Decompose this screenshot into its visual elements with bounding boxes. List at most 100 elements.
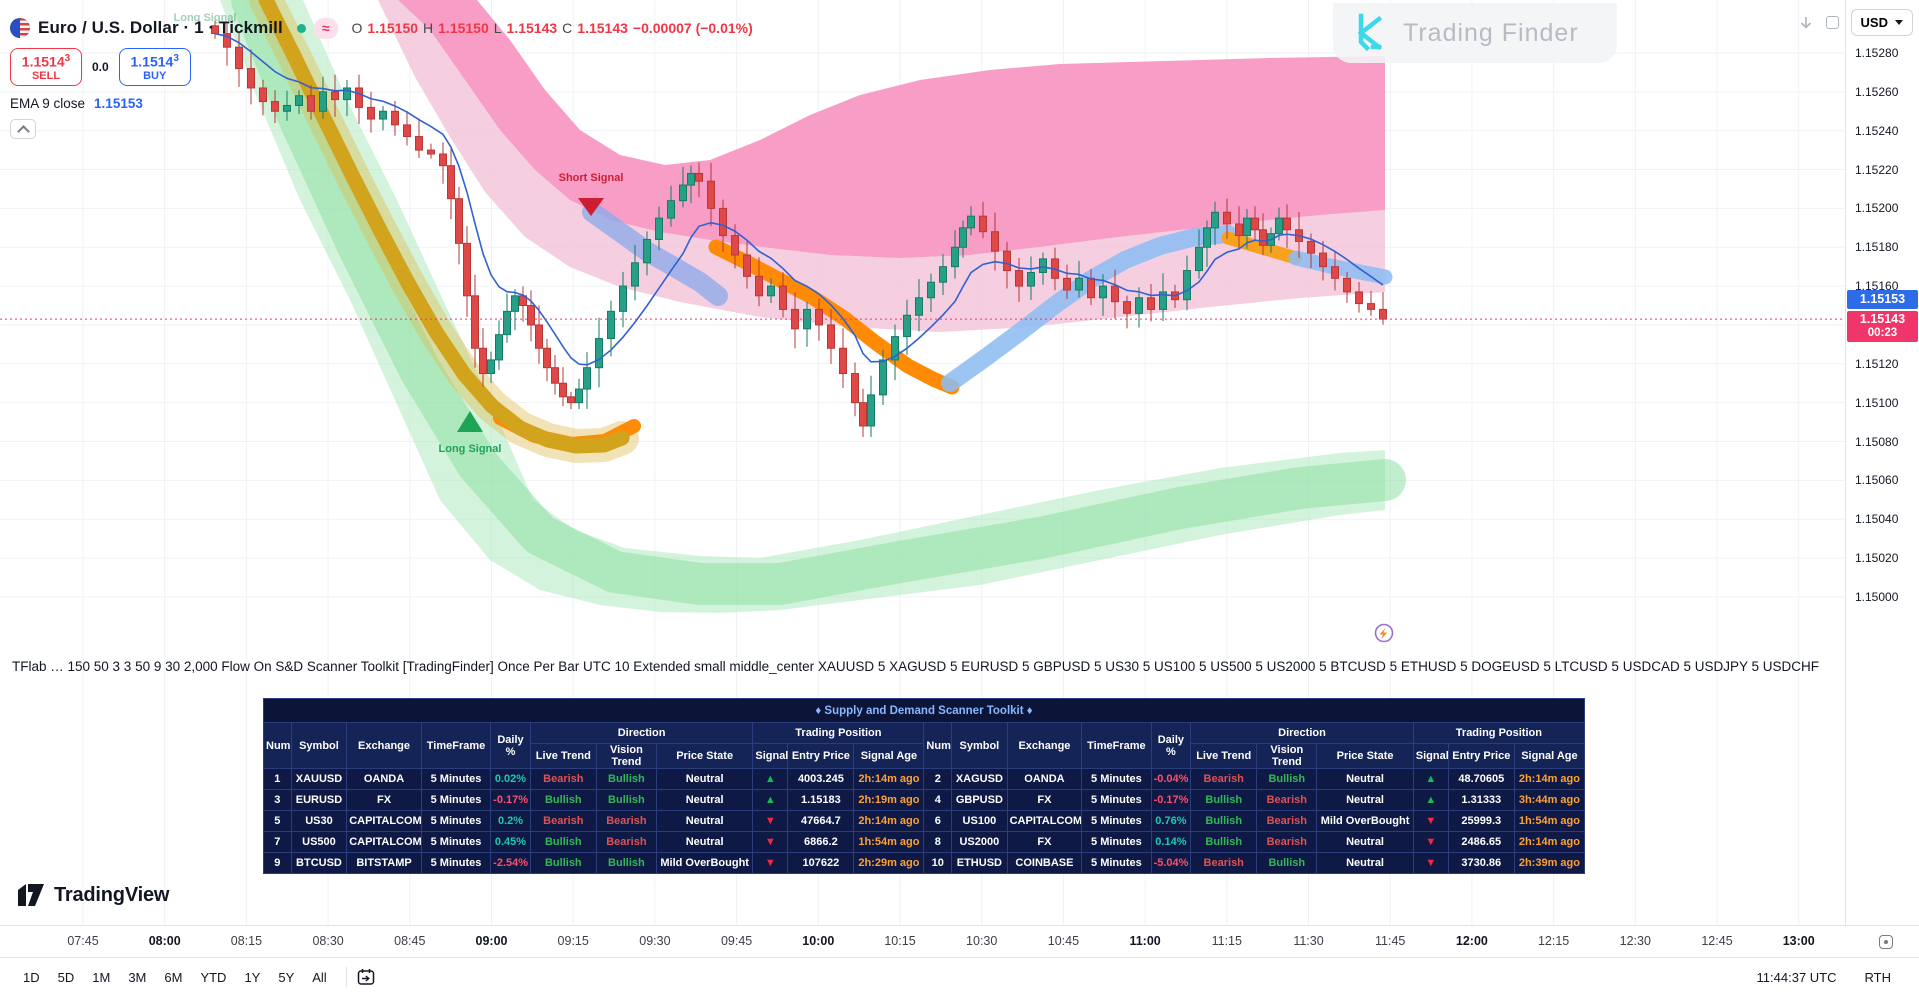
signal-age-cell: 2h:14m ago [853, 768, 925, 790]
price-axis-label: 1.15080 [1855, 434, 1899, 449]
scanner-header: Exchange [1006, 722, 1083, 769]
range-YTD[interactable]: YTD [200, 969, 227, 985]
live-trend-cell: Bullish [529, 789, 597, 811]
num-cell: 6 [923, 810, 953, 832]
ohlc-values: O 1.15150 H 1.15150 L 1.15143 C 1.15143 −0.0… [352, 20, 753, 36]
low-value: 1.15143 [506, 20, 558, 36]
price-state-cell: Neutral [655, 831, 754, 853]
num-cell: 3 [263, 789, 292, 811]
open-value: 1.15150 [367, 20, 419, 36]
open-label: O [351, 20, 363, 36]
vision-trend-cell: Bearish [595, 831, 657, 853]
symbol-cell: XAGUSD [951, 768, 1008, 790]
num-cell: 2 [923, 768, 953, 790]
range-1D[interactable]: 1D [23, 969, 40, 985]
tradingview-logo-icon [18, 884, 44, 906]
range-1Y[interactable]: 1Y [244, 969, 261, 985]
ema-indicator-name: EMA 9 close [10, 96, 86, 111]
tradingview-logo[interactable]: TradingView [16, 882, 169, 908]
date-range-switcher: 1D 5D 1M 3M 6M YTD 1Y 5Y All [14, 966, 336, 989]
price-axis-label: 1.15180 [1855, 240, 1899, 255]
time-axis-settings-icon[interactable] [1879, 935, 1893, 949]
scroll-to-recent-icon[interactable] [1798, 15, 1814, 31]
symbol-title[interactable]: Euro / U.S. Dollar · 1 · Tickmill [38, 18, 283, 37]
range-All[interactable]: All [312, 969, 327, 985]
daily-percent-cell: -0.17% [1150, 789, 1192, 811]
vision-trend-cell: Bullish [1256, 852, 1318, 874]
long-faded-signal-label: Long Signal [174, 12, 237, 24]
buy-button[interactable]: 1.15143 BUY [118, 48, 191, 86]
signal-icon-cell: ▼ [1412, 831, 1449, 853]
ema-indicator-value: 1.15153 [94, 96, 143, 111]
price-axis-label: 1.15120 [1855, 356, 1899, 371]
short-signal-label: Short Signal [559, 172, 624, 184]
vision-trend-cell: Bullish [595, 768, 657, 790]
range-5Y[interactable]: 5Y [278, 969, 295, 985]
time-axis-label: 09:15 [557, 934, 589, 948]
range-6M[interactable]: 6M [164, 969, 183, 985]
scanner-row: 9 BTCUSD BITSTAMP 5 Minutes -2.54% Bullish Bul… [263, 852, 1586, 874]
signal-icon-cell: ▼ [1412, 810, 1449, 832]
time-axis-label: 11:30 [1293, 934, 1324, 948]
price-state-cell: Mild OverBought [655, 852, 754, 874]
price-axis-label: 1.15240 [1855, 123, 1899, 138]
scanner-header: Live Trend [1190, 743, 1258, 769]
price-state-cell: Mild OverBought [1316, 810, 1414, 832]
paper-trading-icon[interactable]: ≈ [313, 17, 338, 39]
price-axis-label: 1.15100 [1855, 395, 1899, 410]
exchange-cell: COINBASE [1006, 852, 1083, 874]
maximize-pane-icon[interactable] [1825, 16, 1839, 29]
time-axis-label: 08:00 [148, 934, 181, 948]
scanner-header: TimeFrame [420, 722, 492, 769]
close-label: C [562, 20, 573, 36]
indicator-status-line[interactable]: TFlab … 150 50 3 3 50 9 30 2,000 Flow On… [12, 659, 1819, 674]
range-5D[interactable]: 5D [57, 969, 75, 985]
symbol-cell: US30 [290, 810, 348, 832]
range-3M[interactable]: 3M [128, 969, 147, 985]
go-to-date-icon[interactable] [357, 968, 376, 986]
signal-icon-cell: ▲ [752, 768, 789, 790]
daily-percent-cell: -5.04% [1150, 852, 1192, 874]
scanner-header: Symbol [951, 722, 1008, 769]
signal-age-cell: 2h:19m ago [853, 789, 925, 811]
signal-icon-cell: ▲ [752, 789, 789, 811]
live-trend-cell: Bullish [1190, 831, 1258, 853]
signal-icon-cell: ▼ [752, 810, 789, 832]
high-label: H [423, 20, 434, 36]
long-signal-icon [457, 411, 483, 432]
symbol-cell: EURUSD [290, 789, 348, 811]
price-axis[interactable]: 1.15153 1.15143 00:23 1.15280 1.15260 1.15… [1845, 0, 1919, 925]
scanner-title: ♦ Supply and Demand Scanner Toolkit ♦ [263, 698, 1585, 722]
chart-legend: Euro / U.S. Dollar · 1 · Tickmill ≈ O 1.1… [10, 14, 753, 139]
scanner-header: Signal [752, 743, 788, 769]
currency-dropdown[interactable]: USD [1850, 9, 1913, 36]
price-state-cell: Neutral [1316, 768, 1414, 790]
signal-age-cell: 2h:14m ago [853, 810, 925, 832]
legend-collapse-button[interactable] [10, 119, 36, 139]
market-status-icon[interactable] [296, 23, 306, 33]
demand-band-core [231, 0, 1406, 605]
top-right-controls: USD [1798, 9, 1913, 36]
long-signal-label: Long Signal [439, 443, 502, 455]
timeframe-cell: 5 Minutes [420, 810, 492, 832]
trade-buttons-row: 1.15143 SELL 0.0 1.15143 BUY [10, 48, 753, 86]
daily-percent-cell: 0.02% [490, 768, 531, 790]
range-1M[interactable]: 1M [92, 969, 111, 985]
live-trend-cell: Bearish [1190, 768, 1258, 790]
time-axis-label: 12:30 [1619, 934, 1651, 948]
daily-percent-cell: 0.45% [490, 831, 531, 853]
time-axis[interactable]: 07:45 08:00 08:15 08:30 08:45 09:00 09:15 09:30… [0, 925, 1919, 957]
sell-button[interactable]: 1.15143 SELL [10, 48, 82, 86]
symbol-cell: GBPUSD [951, 789, 1008, 811]
clock[interactable]: 11:44:37 UTC [1756, 969, 1837, 985]
entry-price-cell: 3730.86 [1447, 852, 1515, 874]
ema-indicator-legend[interactable]: EMA 9 close 1.15153 [10, 96, 753, 111]
timeframe-cell: 5 Minutes [1081, 831, 1152, 853]
scanner-header: Price State [1316, 743, 1414, 769]
daily-percent-cell: -0.17% [490, 789, 531, 811]
session-label[interactable]: RTH [1864, 969, 1891, 985]
timeframe-cell: 5 Minutes [420, 831, 492, 853]
price-axis-label: 1.15040 [1855, 512, 1899, 527]
time-axis-label: 12:15 [1537, 934, 1570, 948]
entry-price-cell: 1.31333 [1447, 789, 1515, 811]
